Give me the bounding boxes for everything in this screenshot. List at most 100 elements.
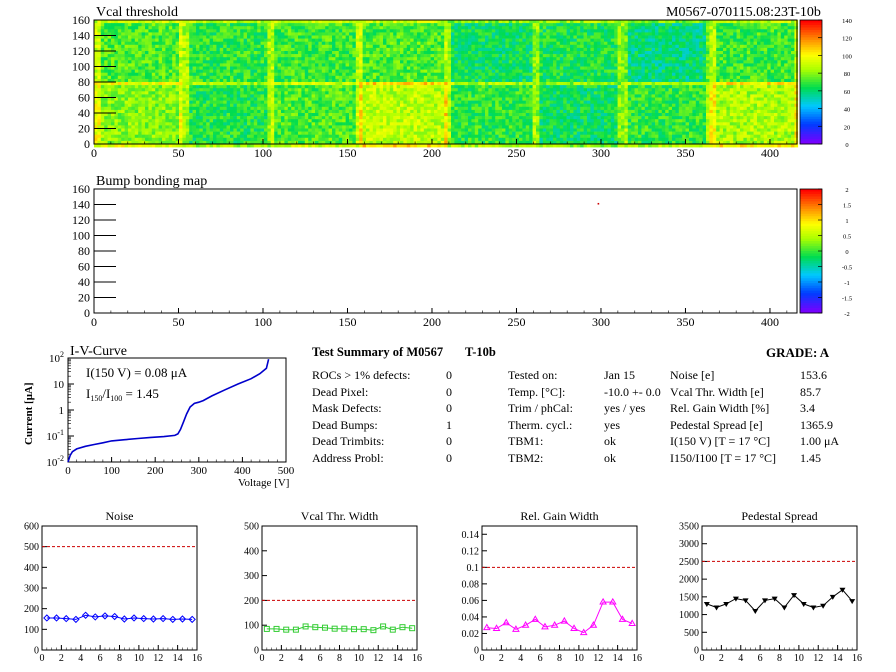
data-point [302,623,309,630]
map-y-tick: 100 [72,60,90,74]
map-x-tick: 100 [254,146,272,160]
small-x-tick: 6 [758,653,763,664]
summary-left-value: 1 [446,417,452,432]
iv-y-tick: 10 [53,379,65,391]
small-x-tick: 12 [813,653,823,664]
small-x-tick: 14 [173,653,183,664]
iv-x-tick: 100 [103,465,120,477]
map-x-tick: 300 [592,315,610,329]
map-x-tick: 200 [423,146,441,160]
iv-xlabel: Voltage [V] [238,477,289,489]
summary-right-label: Noise [e] [670,368,715,382]
small-x-tick: 10 [134,653,144,664]
map-x-tick: 0 [91,315,97,329]
iv-title: I-V-Curve [70,344,128,359]
vcal-palette-tick: 20 [844,124,851,131]
bump-palette-tick: -0.5 [842,265,852,272]
data-point [72,615,80,624]
data-point [752,609,759,615]
small-y-tick: 3500 [679,522,699,533]
small-y-tick: 2000 [679,575,699,586]
summary-left-value: 0 [446,384,452,399]
data-point [149,615,158,623]
map-y-tick: 40 [78,106,90,120]
small-y-tick: 300 [24,584,39,595]
small-x-tick: 4 [518,653,523,664]
summary-right-value: 85.7 [800,384,821,399]
summary-right-label: I(150 V) [T = 17 °C] [670,434,771,448]
small-x-tick: 12 [153,653,163,664]
data-point [62,614,70,623]
map-x-tick: 350 [676,146,694,160]
summary-right-label: Rel. Gain Width [%] [670,401,770,415]
summary-title: Test Summary of M0567 [312,345,444,359]
bump-palette-tick: -1.5 [842,296,852,303]
small-x-tick: 14 [393,653,403,664]
small-x-tick: 4 [78,653,83,664]
small-x-tick: 4 [298,653,303,664]
small-x-tick: 6 [318,653,323,664]
summary-right-label: Vcal Thr. Width [e] [670,384,764,399]
bump-palette-tick: 1.5 [843,203,851,210]
data-point [292,626,299,633]
small-x-tick: 2 [499,653,504,664]
small-y-tick: 0 [254,646,259,657]
small-x-tick: 2 [59,653,64,664]
small-y-tick: 200 [24,604,39,615]
data-point [331,625,338,632]
small-chart-title: Vcal Thr. Width [301,509,378,523]
small-y-tick: 0.04 [462,612,480,623]
summary-right-value: 1365.9 [800,417,833,432]
data-point [541,622,549,630]
data-point [370,627,377,634]
summary-right-value: 1.45 [800,450,821,465]
map-x-tick: 50 [172,146,184,160]
map-x-tick: 250 [507,315,525,329]
map-y-tick: 140 [72,198,90,212]
data-point [810,605,817,611]
data-point [550,620,559,628]
small-x-tick: 10 [574,653,584,664]
data-point [169,615,177,624]
vcal-title: Vcal threshold [96,5,179,20]
summary-left-value: 0 [446,434,452,448]
map-x-tick: 150 [338,315,356,329]
small-y-tick: 0.02 [462,629,480,640]
data-point [389,626,396,633]
small-x-tick: 2 [719,653,724,664]
iv-ylabel: Current [μA] [23,382,35,445]
map-x-tick: 400 [761,315,779,329]
iv-note-2: I150/I100 = 1.45 [86,386,159,403]
map-x-tick: 150 [338,146,356,160]
small-y-tick: 0 [474,646,479,657]
data-point [273,625,280,632]
vcal-palette-tick: 0 [845,142,848,149]
map-y-tick: 20 [78,291,90,305]
data-point [560,616,569,624]
summary-right-value: 1.00 μA [800,434,840,448]
data-point [321,624,328,631]
summary-left-value: 0 [446,401,452,415]
iv-x-tick: 300 [191,465,208,477]
vcal-palette-tick: 80 [844,71,851,78]
series-line [266,625,413,631]
map-x-tick: 100 [254,315,272,329]
series-line [46,614,193,620]
vcal-palette-tick: 140 [842,18,852,25]
iv-note-1: I(150 V) = 0.08 μA [86,365,188,380]
summary-mid-value: yes [604,417,620,432]
map-y-tick: 20 [78,122,90,136]
small-y-tick: 200 [244,596,259,607]
small-y-tick: 100 [244,621,259,632]
vcal-palette-tick: 100 [842,53,852,60]
data-point [599,597,607,605]
small-x-tick: 4 [738,653,743,664]
data-point [312,624,319,631]
data-point [120,615,129,623]
small-y-tick: 0.12 [462,546,480,557]
data-point [140,614,148,623]
small-y-tick: 400 [244,546,259,557]
small-chart-title: Pedestal Spread [741,509,817,523]
data-point [800,601,807,607]
iv-x-tick: 400 [234,465,251,477]
